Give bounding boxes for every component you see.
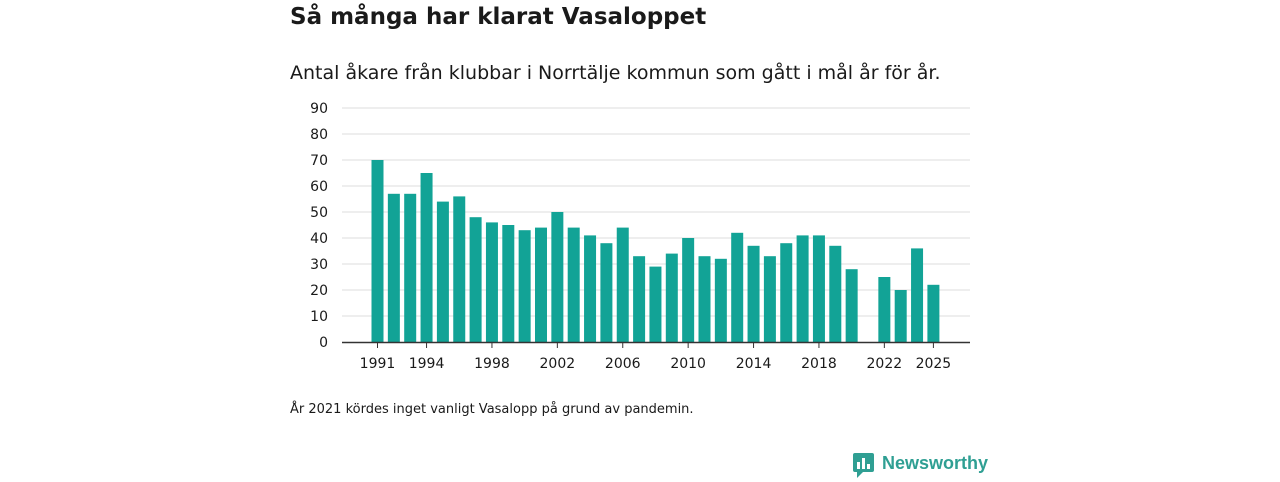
bar-2011	[698, 256, 711, 342]
y-tick-label: 0	[319, 335, 328, 351]
y-tick-label: 50	[310, 205, 328, 221]
bar-2019	[829, 245, 842, 342]
bar-2000	[518, 230, 531, 342]
bar-1998	[485, 222, 498, 342]
bar-2001	[535, 227, 547, 342]
x-tick-label: 2022	[867, 356, 903, 372]
y-tick-label: 80	[310, 127, 328, 143]
y-tick-label: 40	[310, 231, 328, 247]
bar-1993	[404, 193, 417, 342]
x-tick-label: 2014	[736, 356, 772, 372]
x-tick-label: 2002	[540, 356, 576, 372]
bar-1995	[436, 201, 449, 342]
brand-name: Newsworthy	[882, 453, 989, 473]
bar-2003	[567, 227, 580, 342]
x-tick-label: 2010	[670, 356, 706, 372]
x-tick-label: 1998	[474, 356, 510, 372]
y-tick-label: 90	[310, 101, 328, 117]
bar-1997	[469, 217, 482, 342]
chart-subtitle: Antal åkare från klubbar i Norrtälje kom…	[290, 62, 941, 84]
bar-chart: 0 10 20 30 40 50 60 70 80 90 1991 1994 1998 2002 2006 2…	[310, 101, 970, 372]
bar-2013	[731, 232, 744, 342]
chart-title: Så många har klarat Vasaloppet	[290, 4, 707, 30]
bar-2025	[927, 284, 940, 342]
bar-1992	[387, 193, 400, 342]
y-tick-label: 70	[310, 153, 328, 169]
bar-2022	[878, 277, 891, 342]
x-tick-label: 2006	[605, 356, 641, 372]
bar-1991	[371, 160, 384, 342]
bar-2014	[747, 245, 760, 342]
bar-2004	[584, 235, 597, 342]
x-tick-label: 2018	[801, 356, 837, 372]
bar-2005	[600, 243, 613, 342]
newsworthy-logo-icon	[852, 452, 876, 482]
bar-2023	[894, 290, 907, 342]
bar-2024	[911, 248, 924, 342]
bar-2008	[649, 266, 662, 342]
bar-2009	[665, 253, 678, 342]
bar-2018	[812, 235, 825, 342]
bar-2007	[633, 256, 646, 342]
bar-1996	[453, 196, 466, 342]
y-tick-label: 30	[310, 257, 328, 273]
bar-2010	[682, 238, 695, 342]
y-tick-label: 20	[310, 283, 328, 299]
bar-2006	[616, 227, 629, 342]
y-tick-label: 60	[310, 179, 328, 195]
bar-2016	[780, 243, 793, 342]
x-tick-label: 2025	[916, 356, 952, 372]
newsworthy-brand: Newsworthy	[852, 452, 988, 480]
bar-2002	[551, 212, 564, 342]
bar-2015	[763, 256, 776, 342]
footnote: År 2021 kördes inget vanligt Vasalopp på…	[290, 402, 694, 417]
y-tick-label: 10	[310, 309, 328, 325]
bar-2017	[796, 235, 809, 342]
bar-2020	[845, 269, 858, 342]
x-tick-label: 1991	[360, 356, 396, 372]
bar-2012	[714, 258, 727, 342]
bar-1999	[502, 225, 515, 342]
bar-1994	[420, 173, 433, 342]
x-tick-label: 1994	[409, 356, 445, 372]
